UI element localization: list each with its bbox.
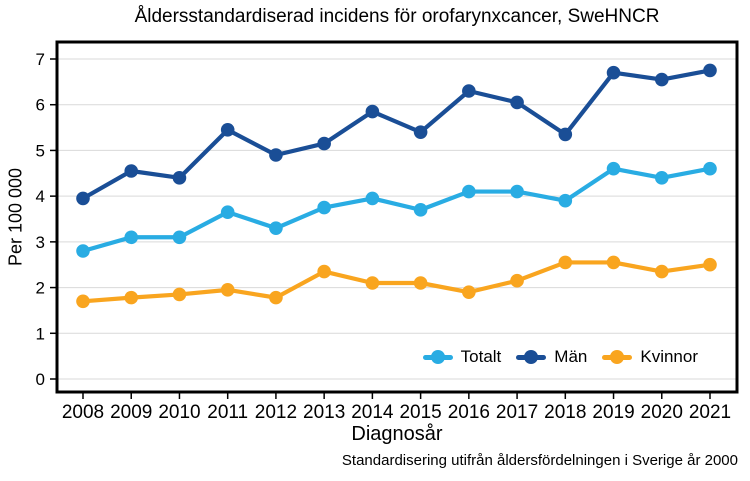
series-line-man	[80, 68, 713, 201]
legend-item-man: Män	[516, 347, 587, 367]
legend-label-man: Män	[554, 347, 588, 366]
x-tick-label: 2013	[303, 402, 345, 423]
y-tick-label: 3	[36, 233, 45, 252]
data-point-totalt-2009	[124, 230, 139, 245]
legend: Totalt Män Kvinnor	[422, 347, 698, 367]
legend-dot-icon-man	[524, 350, 539, 364]
data-point-man-2015	[413, 125, 428, 139]
legend-dot-icon-kvinnor	[610, 350, 625, 364]
data-point-man-2012	[269, 148, 283, 162]
x-tick-label: 2014	[351, 402, 394, 423]
legend-item-totalt: Totalt	[422, 347, 502, 367]
data-point-totalt-2017	[510, 184, 524, 199]
data-point-totalt-2019	[606, 161, 621, 176]
x-tick-label: 2017	[496, 402, 538, 423]
x-tick-label: 2008	[62, 402, 104, 423]
data-point-totalt-2016	[462, 184, 476, 199]
data-point-totalt-2008	[76, 244, 90, 258]
data-point-totalt-2018	[558, 193, 573, 208]
data-point-kvinnor-2012	[269, 290, 283, 305]
x-tick-label: 2010	[158, 402, 200, 423]
legend-line-icon-totalt	[422, 350, 453, 364]
data-point-kvinnor-2016	[462, 285, 476, 299]
legend-item-kvinnor: Kvinnor	[602, 347, 698, 367]
legend-line-icon-man	[516, 350, 547, 364]
x-tick-label: 2019	[592, 402, 634, 423]
data-point-totalt-2015	[413, 203, 428, 217]
legend-dot-icon-totalt	[430, 350, 445, 364]
x-tick-label: 2009	[110, 402, 152, 423]
x-axis-title: Diagnosår	[351, 423, 443, 445]
data-point-kvinnor-2008	[76, 294, 90, 309]
y-tick-label: 6	[36, 96, 45, 115]
x-tick-label: 2012	[255, 402, 297, 423]
series-line-kvinnor	[80, 260, 713, 304]
data-point-totalt-2020	[654, 171, 669, 185]
data-point-kvinnor-2021	[703, 257, 717, 272]
x-tick-label: 2021	[689, 402, 731, 423]
y-tick-label: 1	[36, 324, 45, 343]
x-tick-label: 2015	[399, 402, 441, 423]
data-point-kvinnor-2014	[365, 276, 380, 290]
data-point-man-2008	[76, 191, 90, 206]
data-point-kvinnor-2019	[606, 255, 621, 270]
legend-line-icon-kvinnor	[602, 350, 633, 364]
data-point-man-2014	[365, 104, 380, 119]
data-point-man-2016	[462, 84, 476, 98]
y-tick-label: 5	[36, 141, 45, 160]
data-point-kvinnor-2013	[317, 264, 331, 279]
y-tick-label: 0	[36, 370, 45, 389]
data-point-man-2011	[220, 123, 235, 137]
data-point-kvinnor-2010	[172, 287, 187, 302]
data-point-man-2009	[124, 164, 139, 178]
y-tick-label: 7	[36, 50, 45, 69]
data-point-kvinnor-2011	[220, 283, 235, 297]
plot-frame	[55, 40, 739, 394]
series-line-totalt	[80, 166, 713, 254]
legend-label-totalt: Totalt	[460, 347, 502, 366]
legend-label-kvinnor: Kvinnor	[640, 347, 698, 366]
x-tick-label: 2016	[448, 402, 490, 423]
data-point-totalt-2013	[317, 200, 331, 215]
data-point-man-2021	[703, 63, 717, 78]
data-point-kvinnor-2015	[413, 276, 428, 290]
x-tick-label: 2020	[641, 402, 683, 423]
data-point-kvinnor-2020	[654, 264, 669, 279]
chart-title: Åldersstandardiserad incidens för orofar…	[134, 6, 660, 27]
data-point-kvinnor-2009	[124, 290, 139, 305]
x-tick-label: 2011	[207, 402, 248, 423]
data-point-man-2013	[317, 136, 331, 151]
data-point-totalt-2021	[703, 161, 717, 176]
data-point-man-2019	[606, 65, 621, 80]
data-point-totalt-2011	[220, 205, 235, 219]
y-tick-label: 4	[36, 187, 45, 206]
data-point-totalt-2012	[269, 221, 283, 235]
data-point-man-2018	[558, 127, 573, 142]
footnote: Standardisering utifrån åldersfördelning…	[341, 452, 738, 469]
data-point-man-2017	[510, 95, 524, 110]
x-tick-label: 2018	[544, 402, 586, 423]
data-point-totalt-2010	[172, 230, 187, 245]
data-point-man-2010	[172, 171, 187, 185]
data-point-kvinnor-2017	[510, 273, 524, 288]
data-point-man-2020	[654, 72, 669, 87]
data-point-kvinnor-2018	[558, 255, 573, 270]
data-point-totalt-2014	[365, 191, 380, 206]
y-tick-label: 2	[36, 279, 45, 298]
